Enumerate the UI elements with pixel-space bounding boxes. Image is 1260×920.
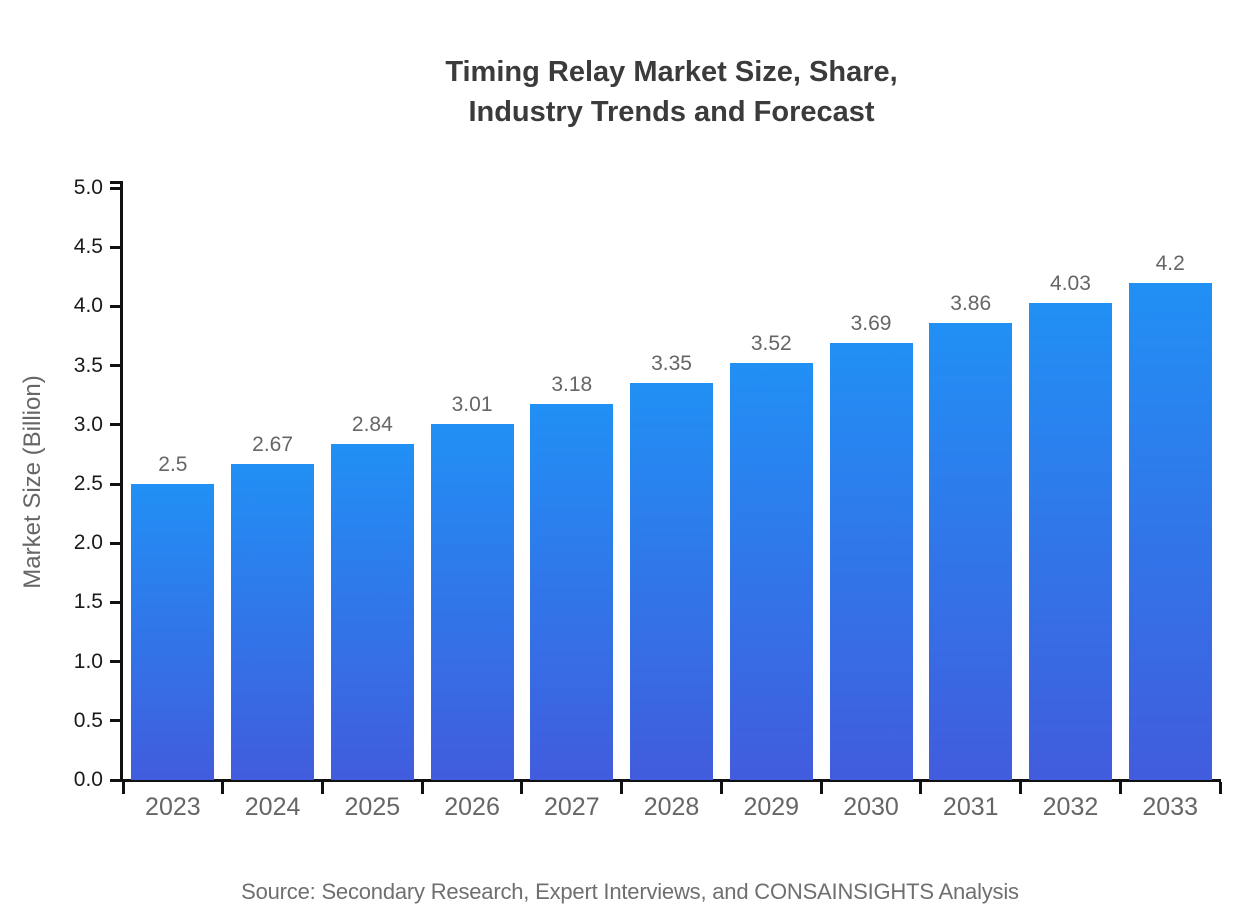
bar (231, 463, 315, 780)
bar (729, 363, 813, 780)
x-axis-category-label: 2027 (543, 793, 600, 821)
bar-column: 3.52 (721, 188, 821, 780)
x-axis-category-label: 2023 (145, 793, 201, 821)
source-note: Source: Secondary Research, Expert Inter… (241, 879, 1019, 904)
y-tick (110, 660, 123, 664)
bar-value-label: 4.03 (1050, 271, 1091, 295)
y-tick-label: 4.0 (73, 294, 103, 318)
bar-value-label: 3.18 (551, 372, 593, 396)
y-tick-label: 0.5 (73, 708, 103, 732)
bar-column: 2.67 (223, 188, 323, 780)
x-axis-category-label: 2030 (843, 793, 899, 821)
y-tick-label: 3.0 (73, 412, 103, 436)
bar-column: 3.86 (921, 188, 1021, 780)
bar-value-label: 4.2 (1155, 251, 1185, 275)
bar-value-label: 2.5 (158, 453, 188, 476)
x-tick (121, 782, 125, 794)
x-axis-category-label: 2032 (1042, 793, 1099, 821)
x-axis-line (120, 779, 1221, 782)
bar (430, 423, 514, 780)
bar (1028, 302, 1112, 780)
bar-value-label: 2.67 (252, 432, 294, 456)
bar-value-label: 3.01 (451, 392, 493, 416)
bar-column: 4.03 (1021, 188, 1121, 780)
y-tick-label: 5.0 (73, 176, 103, 199)
x-axis-category-label: 2026 (444, 793, 500, 821)
bar-value-label: 3.86 (950, 291, 992, 315)
x-tick (320, 782, 324, 794)
bar-column: 2.84 (322, 188, 422, 780)
y-tick (110, 541, 123, 545)
x-tick (1118, 782, 1122, 794)
y-tick-label: 3.5 (73, 353, 103, 377)
chart-title: Timing Relay Market Size, Share, Industr… (123, 52, 1220, 132)
bar (630, 383, 714, 780)
y-axis-end-cap-tick (110, 181, 123, 184)
plot-area: 0.0 0.5 1.0 1.5 2.0 2.5 3.0 3.5 4.0 4.5 5.0 2.5 2.6… (74, 176, 1222, 794)
y-tick-label: 2.0 (73, 531, 103, 555)
x-tick (221, 782, 225, 794)
x-axis-category-label: 2031 (942, 793, 999, 821)
bar-value-label: 3.35 (651, 352, 692, 376)
y-tick-label: 4.5 (73, 235, 103, 259)
bar (929, 322, 1013, 780)
bar (829, 343, 913, 780)
y-tick (110, 600, 123, 604)
x-tick (420, 782, 424, 794)
y-tick (110, 186, 123, 190)
x-axis-category-label: 2028 (643, 793, 700, 821)
bar-value-label: 3.52 (750, 332, 792, 356)
bar-value-label: 3.69 (850, 312, 892, 336)
x-tick (1019, 782, 1023, 794)
y-tick-label: 1.0 (73, 649, 103, 673)
y-tick-label: 2.5 (73, 472, 103, 495)
x-tick (620, 782, 624, 794)
bar-column: 3.18 (522, 188, 622, 780)
bar-column: 2.5 (123, 188, 223, 780)
x-axis-category-label: 2025 (344, 793, 401, 821)
chart-title-line2: Industry Trends and Forecast (468, 96, 875, 128)
bar-value-label: 2.84 (351, 412, 393, 436)
x-axis-category-label: 2024 (244, 793, 301, 821)
bar (530, 403, 614, 780)
bar-column: 3.69 (821, 188, 921, 780)
y-tick (110, 304, 123, 308)
x-tick (719, 782, 723, 794)
bar-column: 3.35 (622, 188, 722, 780)
y-axis-line (120, 181, 123, 782)
y-tick (110, 482, 123, 486)
y-tick (110, 364, 123, 368)
bar (131, 484, 215, 780)
bar-series: 2.5 2.67 2.84 3.01 3.18 3.35 3.52 3.69 3.86 4.03 4… (123, 188, 1220, 780)
x-tick (819, 782, 823, 794)
x-axis-category-labels: 2023 2024 2025 2026 2027 2028 2029 2030 2031 2032… (123, 793, 1220, 822)
y-tick (110, 778, 123, 782)
y-tick-label: 1.5 (73, 590, 103, 614)
x-axis-category-label: 2029 (743, 793, 800, 821)
x-tick (520, 782, 524, 794)
bar-column: 3.01 (422, 188, 522, 780)
bar (1128, 282, 1212, 780)
x-tick (1218, 782, 1222, 794)
x-axis-category-label: 2033 (1142, 793, 1199, 821)
bar-column: 4.2 (1120, 188, 1220, 780)
chart-title-line1: Timing Relay Market Size, Share, (445, 56, 898, 88)
y-tick-label: 0.0 (73, 768, 103, 791)
x-tick (919, 782, 923, 794)
y-tick (110, 423, 123, 427)
bar (330, 443, 414, 780)
y-tick (110, 245, 123, 249)
y-tick (110, 719, 123, 723)
